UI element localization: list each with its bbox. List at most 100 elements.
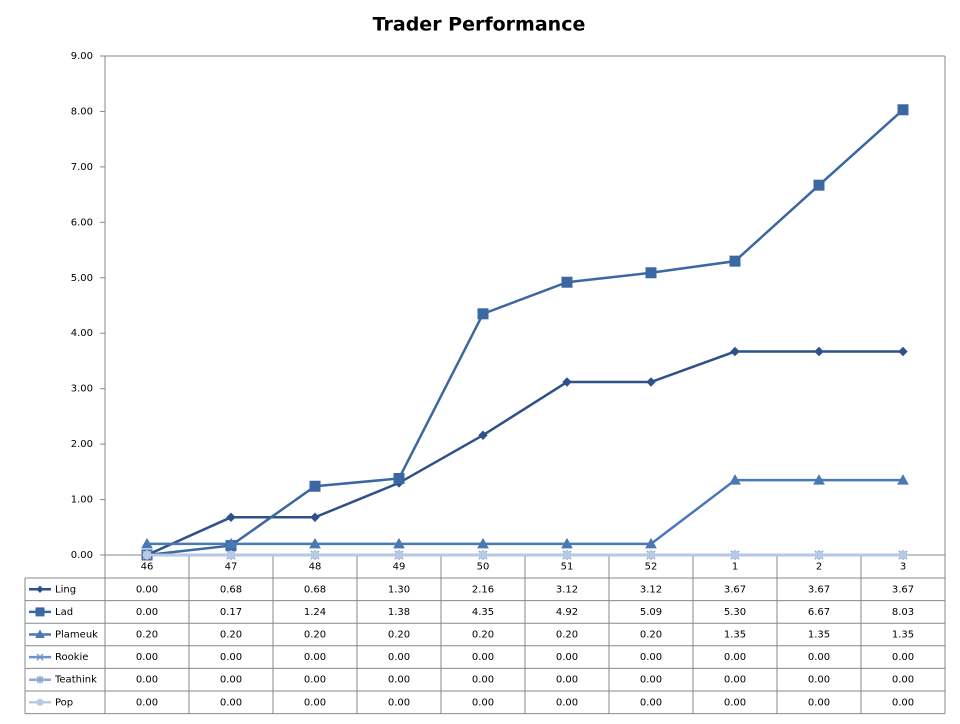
legend-label: Plameuk	[55, 630, 98, 641]
table-cell: 0.20	[136, 630, 158, 641]
table-cell: 0.00	[892, 675, 914, 686]
table-cell: 0.20	[640, 630, 662, 641]
x-tick-label: 3	[900, 562, 906, 573]
table-cell: 0.00	[220, 675, 242, 686]
marker	[36, 675, 44, 684]
marker	[477, 537, 489, 549]
legend-label: Lad	[55, 607, 73, 618]
table-cell: 1.24	[304, 607, 326, 618]
marker	[142, 550, 152, 560]
marker	[813, 179, 825, 191]
marker	[898, 346, 908, 357]
series-line	[146, 108, 904, 557]
marker	[897, 474, 909, 485]
marker	[393, 537, 405, 549]
table-cell: 0.00	[304, 652, 326, 663]
table-cell: 0.00	[556, 652, 578, 663]
x-tick-label: 50	[477, 562, 490, 573]
marker	[393, 472, 405, 484]
table-cell: 0.20	[556, 630, 578, 641]
chart-title: Trader Performance	[373, 14, 586, 36]
table-cell: 0.00	[136, 607, 158, 618]
table-cell: 3.12	[556, 584, 578, 595]
table-cell: 0.00	[724, 697, 746, 708]
table-cell: 0.20	[304, 630, 326, 641]
marker	[477, 308, 489, 320]
y-tick-label: 2.00	[71, 439, 93, 450]
marker	[35, 607, 45, 617]
table-cell: 0.20	[220, 630, 242, 641]
table-cell: 0.00	[640, 697, 662, 708]
table-cell: 0.00	[388, 675, 410, 686]
marker	[36, 698, 44, 706]
marker	[730, 346, 740, 357]
marker	[814, 346, 824, 357]
table-cell: 0.00	[472, 652, 494, 663]
table-cell: 0.68	[304, 584, 326, 595]
legend-label: Ling	[55, 584, 76, 595]
marker	[226, 550, 236, 560]
marker	[561, 276, 573, 288]
table-cell: 0.00	[304, 675, 326, 686]
x-tick-label: 51	[561, 562, 574, 573]
marker	[729, 255, 741, 267]
x-tick-label: 1	[732, 562, 738, 573]
table-cell: 0.00	[472, 697, 494, 708]
y-tick-label: 1.00	[71, 495, 93, 506]
table-cell: 0.00	[388, 652, 410, 663]
y-tick-label: 7.00	[71, 162, 93, 173]
marker	[562, 377, 572, 387]
x-tick-label: 47	[225, 562, 238, 573]
marker	[310, 512, 320, 523]
x-tick-label: 49	[393, 562, 406, 573]
x-tick-label: 46	[141, 562, 154, 573]
table-cell: 0.00	[556, 675, 578, 686]
table-cell: 0.00	[220, 652, 242, 663]
y-tick-label: 3.00	[71, 384, 93, 395]
x-tick-label: 52	[645, 562, 658, 573]
table-cell: 0.00	[220, 697, 242, 708]
table-cell: 0.17	[220, 607, 242, 618]
table-cell: 0.00	[808, 652, 830, 663]
marker	[478, 430, 488, 440]
table-cell: 1.35	[724, 630, 746, 641]
marker	[561, 537, 573, 549]
table-cell: 0.68	[220, 584, 242, 595]
marker	[310, 550, 320, 560]
table-cell: 0.00	[808, 675, 830, 686]
table-cell: 0.00	[136, 652, 158, 663]
legend-label: Teathink	[54, 675, 97, 686]
table-cell: 0.20	[388, 630, 410, 641]
table-cell: 0.00	[136, 675, 158, 686]
legend-label: Rookie	[55, 652, 88, 663]
table-cell: 0.00	[640, 675, 662, 686]
marker	[898, 550, 908, 560]
table-cell: 1.35	[892, 630, 914, 641]
table-cell: 3.12	[640, 584, 662, 595]
table-cell: 0.20	[472, 630, 494, 641]
marker	[309, 537, 321, 549]
marker	[730, 550, 740, 560]
table-cell: 4.35	[472, 607, 494, 618]
table-cell: 1.35	[808, 630, 830, 641]
table-cell: 0.00	[724, 675, 746, 686]
y-tick-label: 9.00	[71, 51, 93, 62]
table-cell: 0.00	[472, 675, 494, 686]
x-tick-label: 2	[816, 562, 822, 573]
y-tick-label: 4.00	[71, 328, 93, 339]
table-cell: 3.67	[724, 584, 746, 595]
marker	[814, 550, 824, 560]
table-cell: 4.92	[556, 607, 578, 618]
table-cell: 0.00	[136, 584, 158, 595]
table-cell: 0.00	[640, 652, 662, 663]
marker	[36, 653, 44, 661]
y-tick-label: 8.00	[71, 106, 93, 117]
marker	[897, 104, 909, 116]
table-cell: 8.03	[892, 607, 914, 618]
marker	[645, 267, 657, 279]
table-cell: 3.67	[808, 584, 830, 595]
x-tick-label: 48	[309, 562, 322, 573]
table-cell: 0.00	[724, 652, 746, 663]
table-cell: 0.00	[388, 697, 410, 708]
